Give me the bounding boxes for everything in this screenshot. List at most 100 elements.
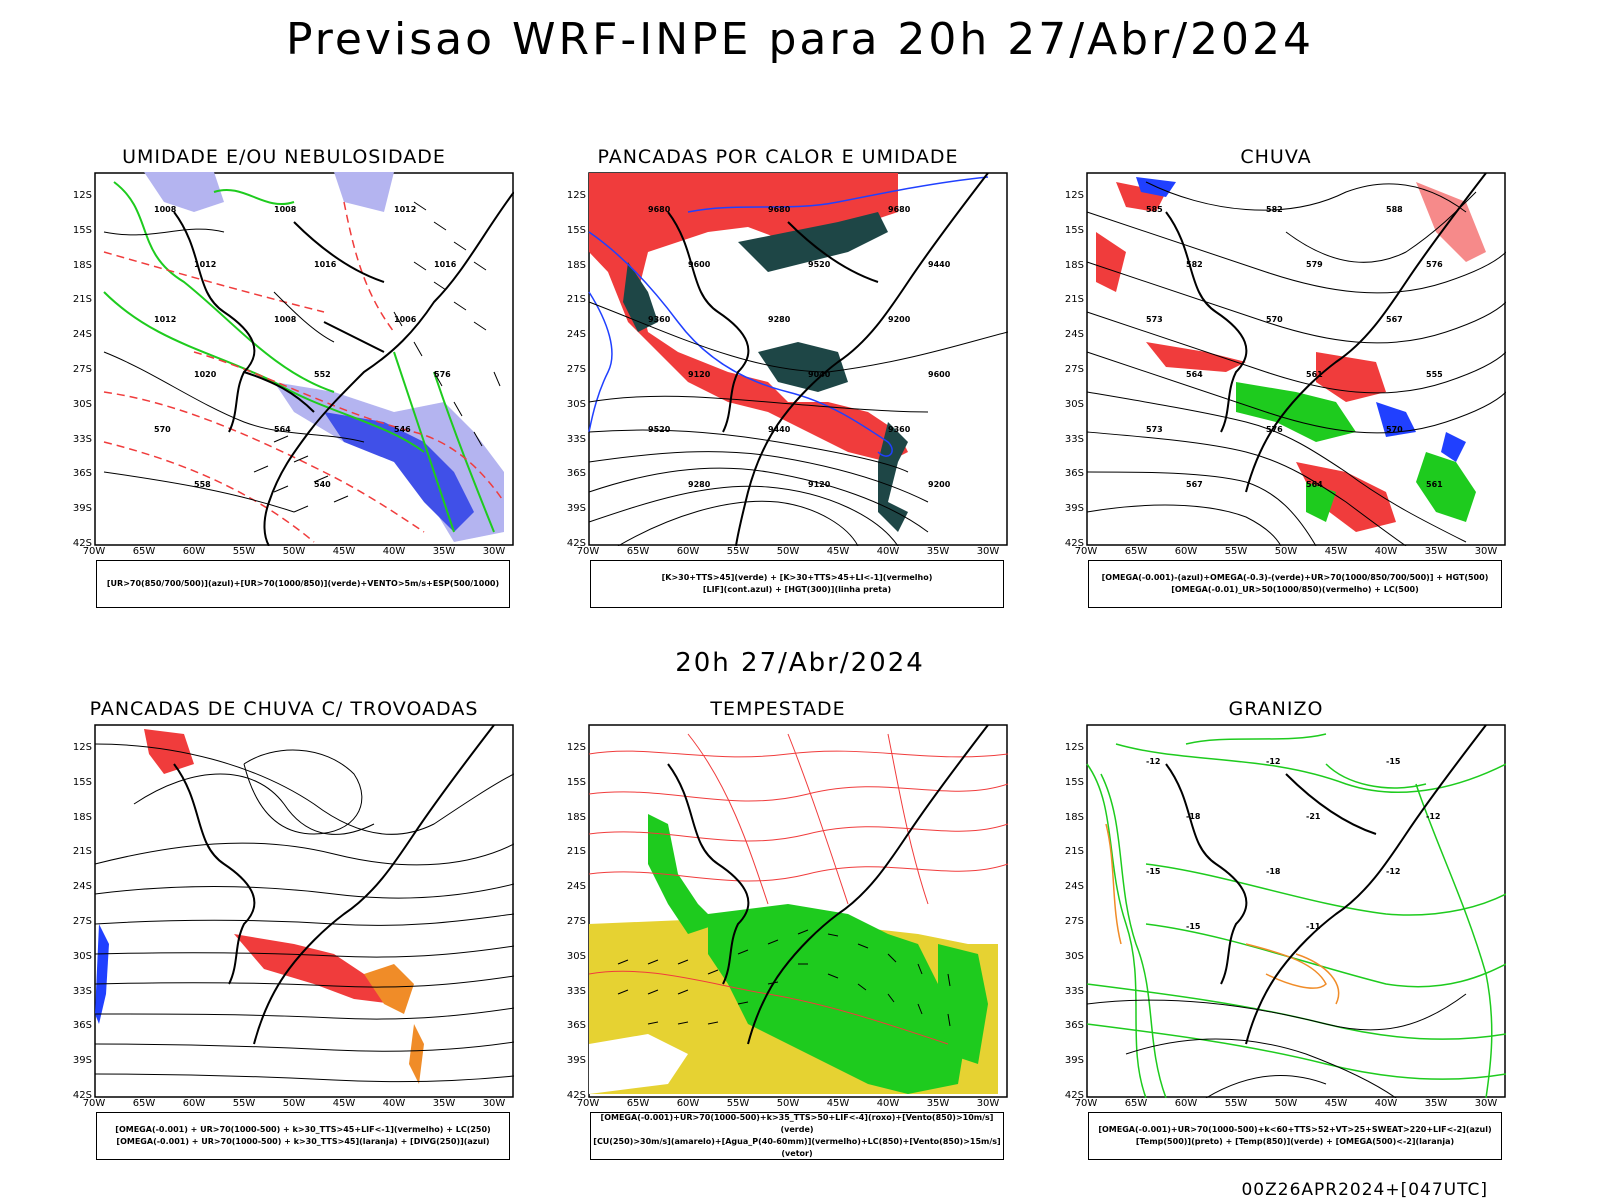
lon-label: 35W — [432, 546, 456, 557]
contour-label: 9440 — [768, 425, 791, 434]
map-tempestade — [588, 724, 1008, 1098]
lat-label: 33S — [72, 434, 92, 445]
contour-label: 1012 — [394, 205, 416, 214]
lat-label: 36S — [566, 1020, 586, 1031]
lat-label: 24S — [72, 329, 92, 340]
contour-label: 570 — [1386, 425, 1403, 434]
panel-title: TEMPESTADE — [710, 698, 846, 720]
contour-label: -15 — [1146, 867, 1161, 876]
lat-label: 36S — [566, 468, 586, 479]
lat-label: 18S — [72, 812, 92, 823]
panel-title: PANCADAS POR CALOR E UMIDADE — [597, 146, 959, 168]
lat-label: 24S — [1064, 329, 1084, 340]
lat-label: 12S — [566, 742, 586, 753]
lat-label: 30S — [1064, 951, 1084, 962]
panel-title: PANCADAS DE CHUVA C/ TROVOADAS — [89, 698, 479, 720]
contour-label: -15 — [1186, 922, 1201, 931]
contour-label: 9040 — [808, 370, 831, 379]
lon-label: 60W — [676, 546, 700, 557]
lon-label: 50W — [776, 546, 800, 557]
lat-label: 15S — [566, 225, 586, 236]
contour-label: 9200 — [888, 315, 911, 324]
lon-label: 55W — [1224, 1098, 1248, 1109]
lat-label: 30S — [566, 951, 586, 962]
legend-line: [CU(250)>30m/s](amarelo)+[Agua_P(40-60mm… — [593, 1137, 1001, 1158]
lon-label: 65W — [1124, 1098, 1148, 1109]
lat-label: 24S — [72, 881, 92, 892]
lat-label: 18S — [72, 260, 92, 271]
contour-label: 567 — [1386, 315, 1403, 324]
lon-label: 45W — [332, 546, 356, 557]
legend-box: [OMEGA(-0.001)-(azul)+OMEGA(-0.3)-(verde… — [1088, 560, 1502, 608]
contour-label: 1008 — [274, 205, 297, 214]
contour-label: 570 — [154, 425, 171, 434]
contour-label: 9360 — [888, 425, 911, 434]
lat-label: 12S — [72, 742, 92, 753]
contour-label: 564 — [1186, 370, 1203, 379]
map-granizo: -12 -12 -15 -18 -21 -12 -15 -18 -12 -15 -11 — [1086, 724, 1506, 1098]
contour-label: 1016 — [314, 260, 337, 269]
lat-label: 12S — [72, 190, 92, 201]
lon-label: 70W — [576, 546, 600, 557]
lat-label: 42S — [72, 1090, 92, 1101]
contour-label: 561 — [1426, 480, 1443, 489]
contour-label: 555 — [1426, 370, 1443, 379]
lon-label: 50W — [282, 1098, 306, 1109]
lat-label: 15S — [1064, 777, 1084, 788]
contour-label: 552 — [314, 370, 331, 379]
lon-label: 70W — [576, 1098, 600, 1109]
panel-chuva: CHUVA — [1046, 146, 1506, 616]
lat-label: 39S — [72, 1055, 92, 1066]
lat-label: 21S — [566, 846, 586, 857]
panel-title: GRANIZO — [1228, 698, 1324, 720]
map-chuva: 585 582 588 582 579 576 573 570 567 564 561 555 573 5… — [1086, 172, 1506, 546]
contour-label: 9440 — [928, 260, 951, 269]
lat-label: 18S — [566, 260, 586, 271]
lat-label: 18S — [1064, 260, 1084, 271]
lat-label: 33S — [566, 434, 586, 445]
legend-line: [OMEGA(-0.001) + UR>70(1000-500) + k>30_… — [116, 1137, 490, 1146]
contour-label: -12 — [1266, 757, 1280, 766]
contour-label: 540 — [314, 480, 331, 489]
legend-line: [OMEGA(-0.01)_UR>50(1000/850)(vermelho) … — [1171, 585, 1419, 594]
lon-label: 40W — [876, 1098, 900, 1109]
legend-line: [OMEGA(-0.001)+UR>70(1000-500)+k>35_TTS>… — [600, 1113, 994, 1134]
contour-label: 1012 — [154, 315, 176, 324]
legend-line: [Temp(500)](preto) + [Temp(850)](verde) … — [1135, 1137, 1455, 1146]
lat-label: 42S — [1064, 1090, 1084, 1101]
lat-label: 42S — [72, 538, 92, 549]
lat-label: 12S — [1064, 742, 1084, 753]
lon-label: 65W — [132, 546, 156, 557]
lon-label: 55W — [726, 546, 750, 557]
lat-label: 12S — [566, 190, 586, 201]
panel-umidade: UMIDADE E/OU NEBULOSIDADE — [54, 146, 514, 616]
lat-label: 21S — [1064, 294, 1084, 305]
lon-label: 55W — [232, 1098, 256, 1109]
lon-label: 65W — [626, 546, 650, 557]
lon-label: 70W — [1074, 546, 1098, 557]
contour-label: 588 — [1386, 205, 1403, 214]
lon-label: 55W — [726, 1098, 750, 1109]
lat-label: 30S — [72, 951, 92, 962]
lat-label: 30S — [566, 399, 586, 410]
contour-label: 564 — [1306, 480, 1323, 489]
lat-label: 27S — [72, 364, 92, 375]
contour-label: -18 — [1186, 812, 1201, 821]
contour-label: 576 — [1266, 425, 1283, 434]
lon-label: 35W — [926, 546, 950, 557]
contour-label: 9600 — [688, 260, 711, 269]
contour-label: 1016 — [434, 260, 457, 269]
lat-label: 30S — [72, 399, 92, 410]
lon-label: 30W — [482, 1098, 506, 1109]
contour-label: 582 — [1266, 205, 1283, 214]
contour-label: -15 — [1386, 757, 1401, 766]
lon-label: 60W — [1174, 1098, 1198, 1109]
contour-label: 9680 — [888, 205, 911, 214]
legend-box: [OMEGA(-0.001)+UR>70(1000-500)+k<60+TTS>… — [1088, 1112, 1502, 1160]
lat-label: 36S — [72, 1020, 92, 1031]
lat-label: 33S — [1064, 986, 1084, 997]
contour-label: 1008 — [274, 315, 297, 324]
lon-label: 50W — [282, 546, 306, 557]
lon-label: 45W — [1324, 1098, 1348, 1109]
lat-label: 15S — [566, 777, 586, 788]
